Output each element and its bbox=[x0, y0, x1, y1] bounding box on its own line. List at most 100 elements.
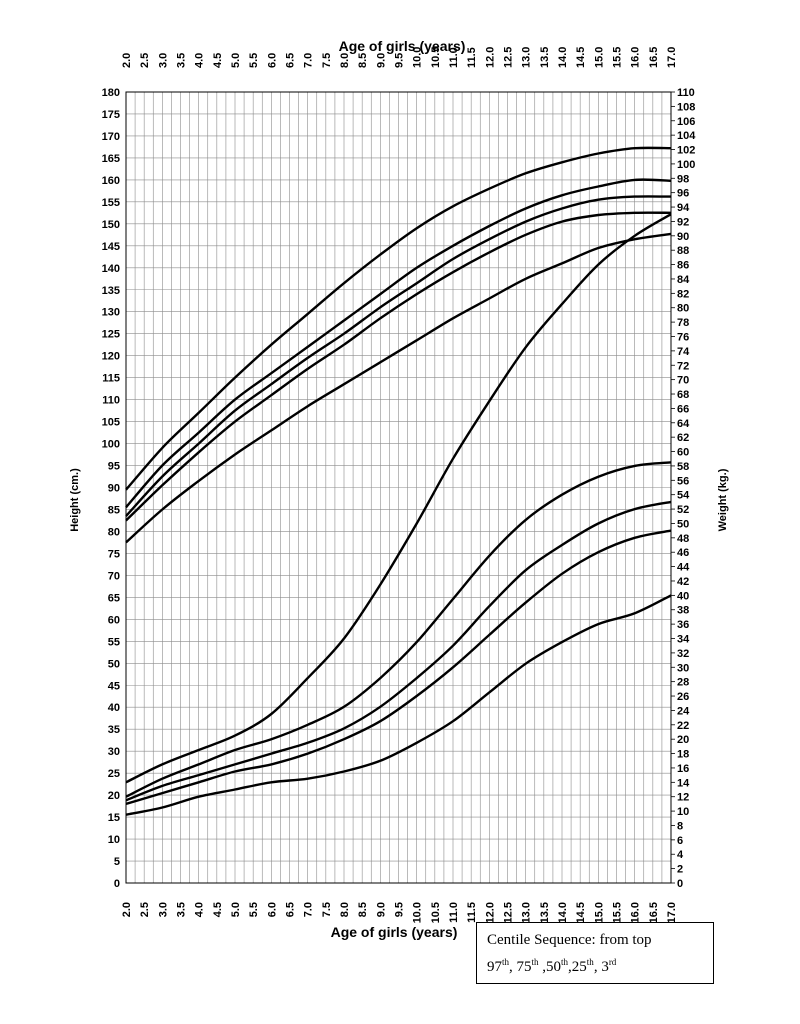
y-left-tick-label: 170 bbox=[102, 131, 120, 143]
y-left-tick-label: 155 bbox=[102, 197, 120, 209]
x-tick-label-bottom: 5.5 bbox=[248, 902, 260, 917]
x-tick-label-top: 4.5 bbox=[212, 53, 224, 68]
legend-sep1: , bbox=[509, 959, 517, 975]
y-right-tick-label: 6 bbox=[677, 835, 683, 847]
y-left-tick-label: 25 bbox=[108, 768, 120, 780]
y-right-tick-label: 56 bbox=[677, 475, 689, 487]
x-tick-label-bottom: 2.0 bbox=[121, 902, 133, 917]
weight-curve-75th bbox=[125, 461, 672, 798]
y-right-tick-label: 96 bbox=[677, 188, 689, 200]
y-right-tick-label: 14 bbox=[677, 777, 690, 789]
height-curve-97th bbox=[125, 146, 672, 491]
plot-frame bbox=[125, 91, 672, 884]
x-tick-label-bottom: 14.5 bbox=[575, 902, 587, 923]
axes: 2.0 2.0 2.5 2.5 3.0 3.0 3.5 3.5 4.0 4.0 4.5 4.5 5.0 5… bbox=[102, 47, 697, 924]
legend-line-2: 97th, 75th ,50th,25th, 3rd bbox=[487, 951, 703, 978]
x-tick-label-bottom: 16.0 bbox=[630, 902, 642, 923]
y-left-tick-label: 145 bbox=[102, 241, 120, 253]
y-right-tick-label: 16 bbox=[677, 763, 689, 775]
x-tick-label-bottom: 12.0 bbox=[484, 902, 496, 923]
x-tick-label-top: 3.0 bbox=[157, 53, 169, 68]
x-tick-label-bottom: 4.0 bbox=[194, 902, 206, 917]
x-tick-label-bottom: 5.0 bbox=[230, 902, 242, 917]
x-tick-label-top: 8.0 bbox=[339, 53, 351, 68]
centile-curves bbox=[125, 146, 672, 816]
x-tick-label-top: 11.5 bbox=[466, 47, 478, 68]
y-right-tick-label: 98 bbox=[677, 173, 689, 185]
x-tick-label-bottom: 8.5 bbox=[357, 902, 369, 917]
y-right-tick-label: 12 bbox=[677, 792, 689, 804]
y-right-tick-label: 104 bbox=[677, 130, 696, 142]
legend-s4: th bbox=[586, 957, 594, 967]
height-axis-title: Height (cm.) bbox=[69, 468, 81, 532]
height-curve-3rd bbox=[125, 232, 672, 544]
x-tick-label-top: 9.0 bbox=[375, 53, 387, 68]
x-tick-label-bottom: 13.0 bbox=[521, 902, 533, 923]
y-right-tick-label: 32 bbox=[677, 648, 689, 660]
y-left-tick-label: 70 bbox=[108, 570, 120, 582]
x-tick-label-top: 6.5 bbox=[285, 53, 297, 68]
x-tick-label-bottom: 9.0 bbox=[375, 902, 387, 917]
y-right-tick-label: 80 bbox=[677, 303, 689, 315]
y-right-tick-label: 0 bbox=[677, 878, 683, 890]
weight-curve-25th bbox=[125, 529, 672, 806]
x-tick-label-top: 14.0 bbox=[557, 47, 569, 68]
y-left-tick-label: 10 bbox=[108, 834, 120, 846]
y-left-tick-label: 85 bbox=[108, 504, 120, 516]
top-axis-title: Age of girls (years) bbox=[339, 38, 466, 54]
x-tick-label-bottom: 7.5 bbox=[321, 902, 333, 917]
y-right-tick-label: 36 bbox=[677, 619, 689, 631]
x-tick-label-bottom: 3.5 bbox=[176, 902, 188, 917]
x-tick-label-top: 11.0 bbox=[448, 47, 460, 68]
x-tick-label-bottom: 17.0 bbox=[666, 902, 678, 923]
weight-curve-97th bbox=[125, 213, 672, 784]
x-tick-label-top: 17.0 bbox=[666, 47, 678, 68]
x-tick-label-top: 13.0 bbox=[521, 47, 533, 68]
y-left-tick-label: 80 bbox=[108, 526, 120, 538]
y-right-tick-label: 78 bbox=[677, 317, 689, 329]
y-left-tick-label: 165 bbox=[102, 153, 120, 165]
y-left-tick-label: 5 bbox=[114, 856, 120, 868]
y-left-tick-label: 65 bbox=[108, 592, 120, 604]
y-right-tick-label: 88 bbox=[677, 245, 689, 257]
x-tick-label-top: 16.0 bbox=[630, 47, 642, 68]
legend-c2: 75 bbox=[516, 959, 532, 975]
y-right-tick-label: 58 bbox=[677, 461, 689, 473]
legend-c1: 97 bbox=[487, 959, 502, 975]
y-right-tick-label: 26 bbox=[677, 691, 689, 703]
y-left-tick-label: 95 bbox=[108, 461, 120, 473]
legend-s2: th bbox=[531, 957, 539, 967]
x-tick-label-bottom: 10.0 bbox=[412, 902, 424, 923]
x-tick-label-top: 13.5 bbox=[539, 47, 551, 68]
x-tick-label-bottom: 15.5 bbox=[612, 902, 624, 923]
centile-legend: Centile Sequence: from top 97th, 75th ,5… bbox=[476, 922, 714, 984]
x-tick-label-bottom: 7.0 bbox=[303, 902, 315, 917]
x-tick-label-top: 5.5 bbox=[248, 53, 260, 68]
weight-axis-title: Weight (kg.) bbox=[717, 468, 729, 531]
y-left-tick-label: 35 bbox=[108, 724, 120, 736]
y-left-tick-label: 135 bbox=[102, 285, 120, 297]
x-tick-label-top: 12.5 bbox=[503, 47, 515, 68]
y-right-tick-label: 90 bbox=[677, 231, 689, 243]
grid bbox=[125, 91, 672, 884]
y-right-tick-label: 46 bbox=[677, 547, 689, 559]
legend-c3: 50 bbox=[546, 959, 562, 975]
x-tick-label-bottom: 11.5 bbox=[466, 902, 478, 923]
y-right-tick-label: 68 bbox=[677, 389, 689, 401]
y-left-tick-label: 140 bbox=[102, 263, 120, 275]
y-left-tick-label: 55 bbox=[108, 636, 120, 648]
y-right-tick-label: 74 bbox=[677, 346, 690, 358]
y-right-tick-label: 28 bbox=[677, 677, 689, 689]
legend-c5: 3 bbox=[601, 959, 609, 975]
x-tick-label-bottom: 12.5 bbox=[503, 902, 515, 923]
y-left-tick-label: 115 bbox=[102, 373, 120, 385]
y-left-tick-label: 110 bbox=[102, 395, 120, 407]
y-right-tick-label: 52 bbox=[677, 504, 689, 516]
y-right-tick-label: 50 bbox=[677, 518, 689, 530]
x-tick-label-top: 7.0 bbox=[303, 53, 315, 68]
weight-curve-3rd bbox=[125, 594, 672, 816]
y-left-tick-label: 175 bbox=[102, 109, 120, 121]
x-tick-label-bottom: 4.5 bbox=[212, 902, 224, 917]
y-right-tick-label: 54 bbox=[677, 490, 690, 502]
